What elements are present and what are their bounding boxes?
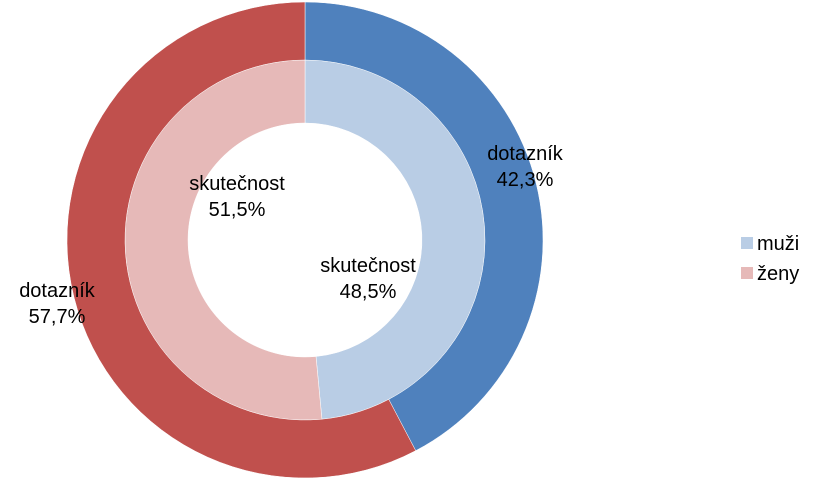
label-series-name: skutečnost <box>320 255 416 277</box>
label-value: 51,5% <box>209 199 266 221</box>
legend-label: muži <box>757 233 799 255</box>
label-series-name: dotazník <box>19 280 96 302</box>
label-value: 48,5% <box>340 281 397 303</box>
donut-segment <box>304 1 544 452</box>
label-value: 42,3% <box>497 169 554 191</box>
data-label: dotazník 42,3% <box>487 143 564 191</box>
label-value: 57,7% <box>29 306 86 328</box>
legend-swatch <box>741 237 753 249</box>
legend-label: ženy <box>757 263 799 285</box>
label-series-name: skutečnost <box>189 173 285 195</box>
data-label: skutečnost 51,5% <box>189 173 285 221</box>
legend-swatch <box>741 267 753 279</box>
label-series-name: dotazník <box>487 143 564 165</box>
data-label: skutečnost 48,5% <box>320 255 416 303</box>
data-label: dotazník 57,7% <box>19 280 96 328</box>
donut-segment <box>66 1 417 479</box>
